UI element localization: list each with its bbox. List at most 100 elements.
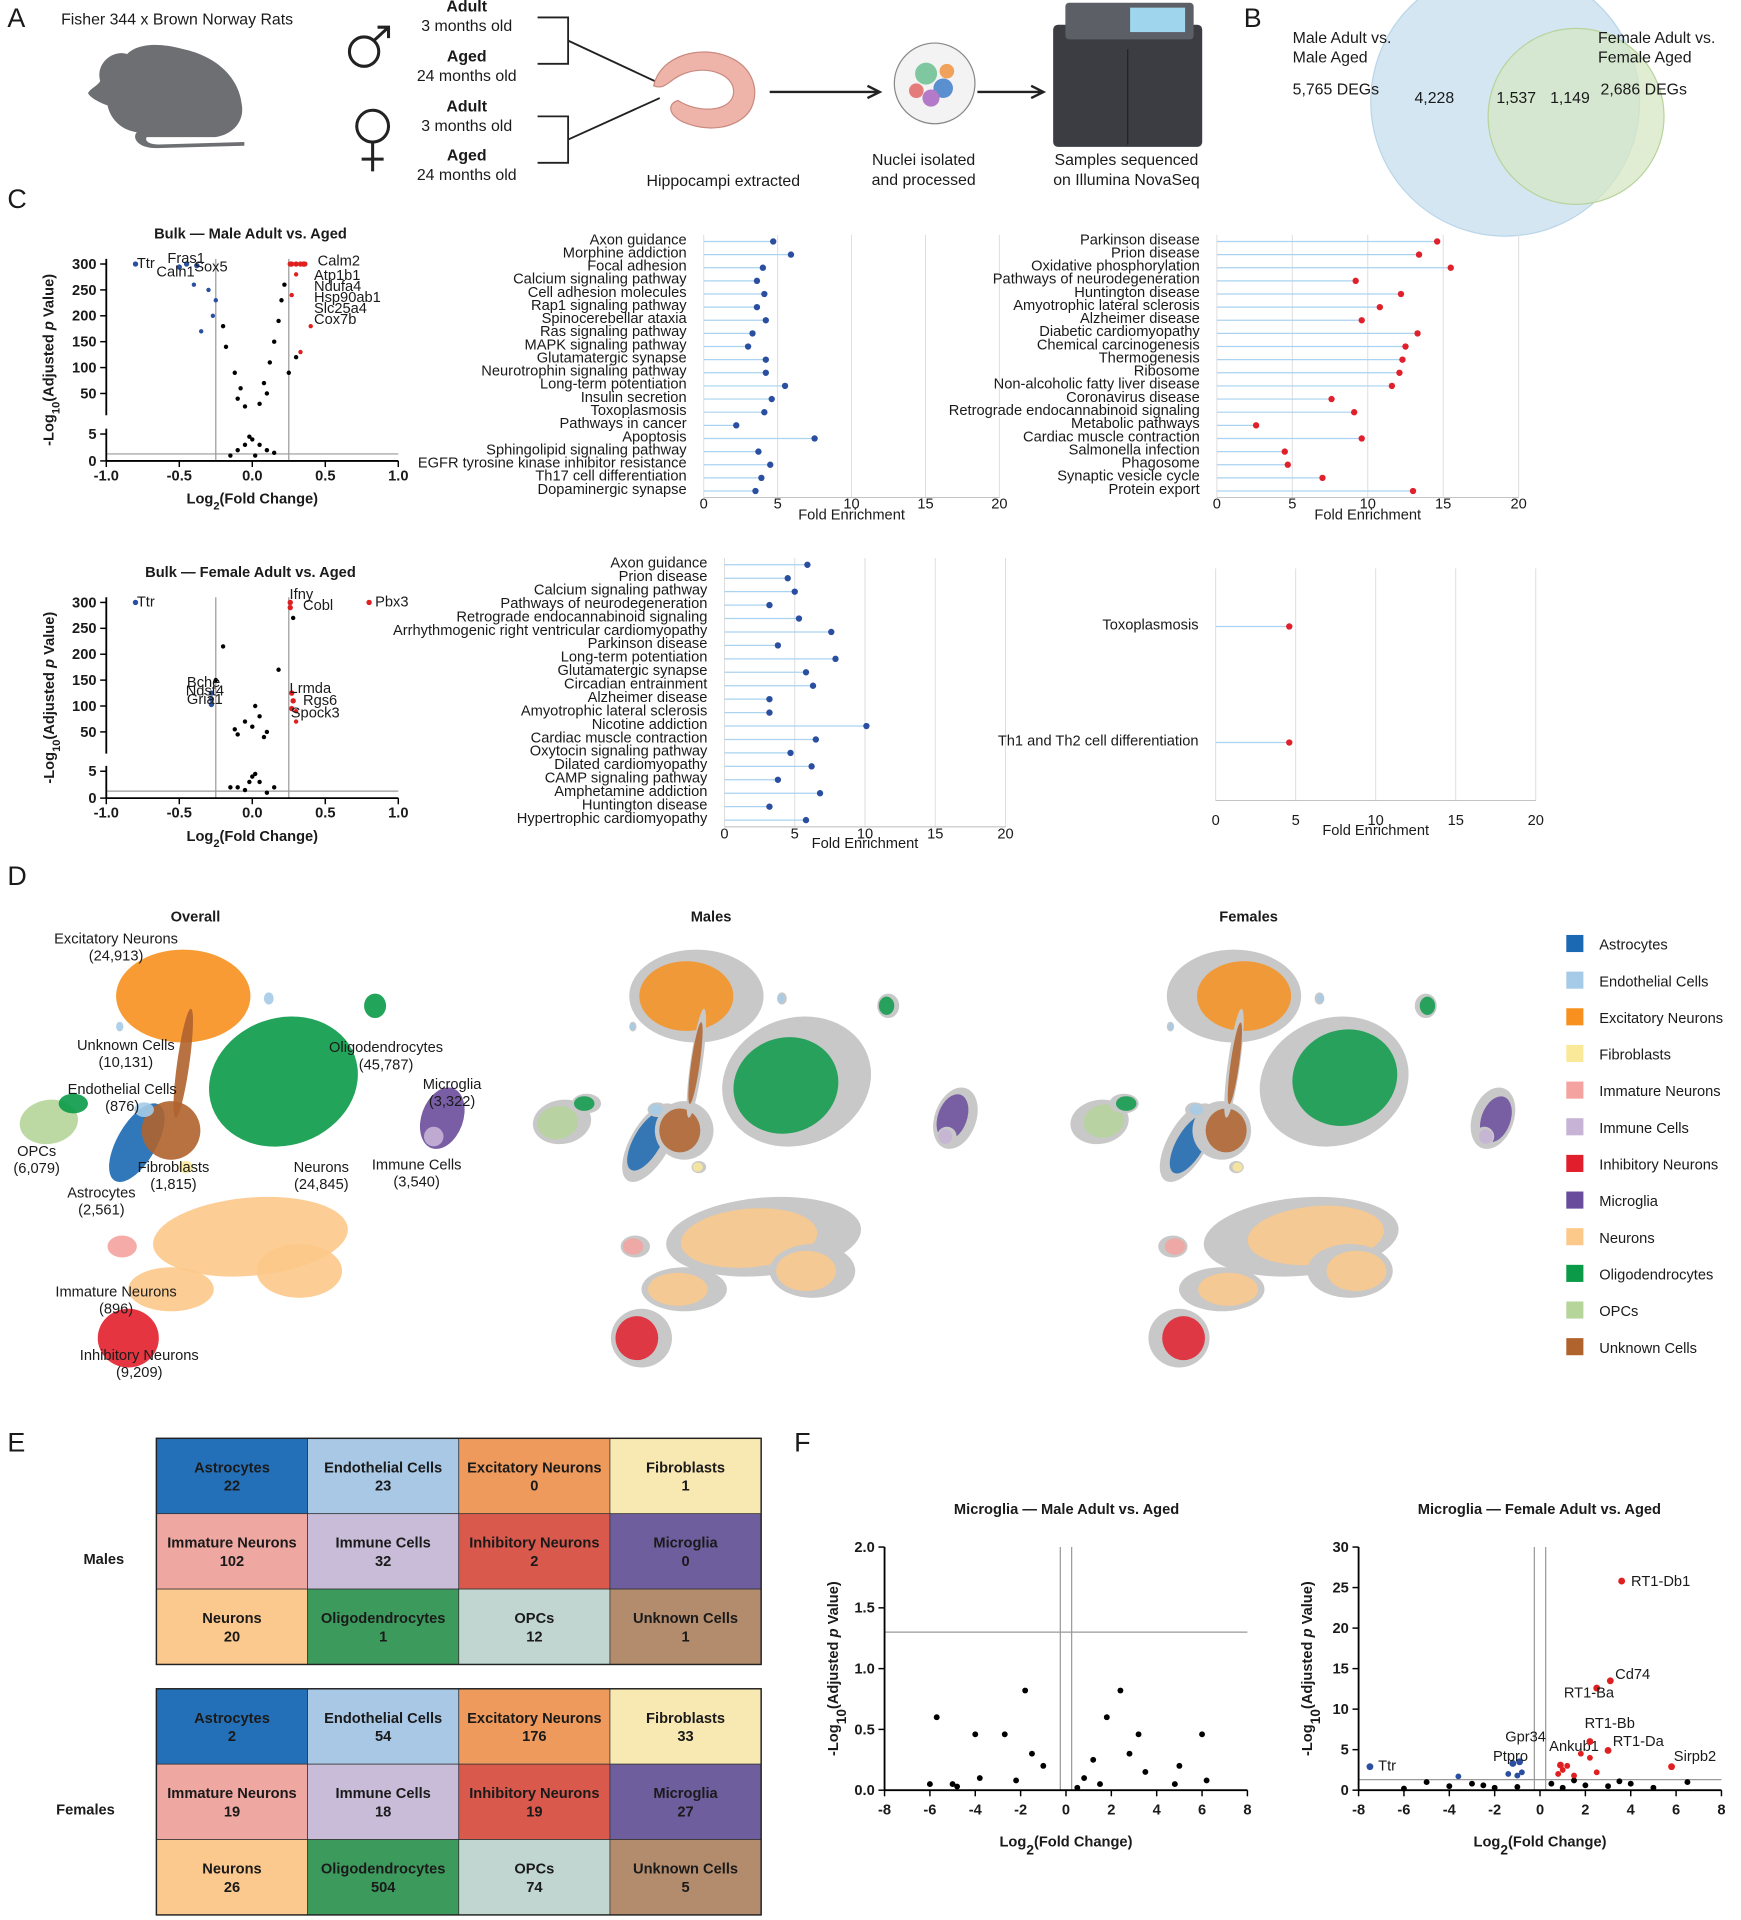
cell-name: Oligodendrocytes — [321, 1862, 446, 1878]
y-tick-label: 250 — [72, 621, 96, 637]
annotated-point — [208, 696, 215, 702]
lollipop-dot — [762, 317, 769, 324]
data-point — [1491, 1784, 1498, 1791]
male-symbol — [347, 35, 381, 68]
category-label: Protein export — [1109, 482, 1200, 498]
group-label: Females — [56, 1803, 115, 1819]
axis-title-part: (Fold Change) — [1508, 1834, 1607, 1850]
cell-count: 20 — [224, 1629, 240, 1645]
bracket — [537, 16, 661, 164]
legend-swatch — [1566, 1154, 1584, 1172]
x-tick-label: -6 — [923, 1803, 936, 1819]
lollipop-dot — [781, 382, 789, 390]
lollipop-dot — [752, 487, 759, 495]
venn-set-total: 5,765 DEGs — [1293, 81, 1380, 98]
data-point — [250, 774, 255, 779]
cluster-count: (10,131) — [99, 1055, 154, 1071]
category-label: Calcium signaling pathway — [513, 272, 687, 288]
cluster-count: (24,913) — [89, 949, 144, 965]
category-label: Retrograde endocannabinoid signaling — [949, 403, 1200, 419]
category-label: Toxoplasmosis — [1102, 617, 1198, 633]
venn-set-label: Male Aged — [1293, 50, 1368, 67]
legend-label: Unknown Cells — [1599, 1341, 1697, 1357]
lollipop-dot — [755, 448, 762, 455]
data-point — [1040, 1762, 1047, 1769]
y-tick-label: 100 — [72, 699, 96, 715]
count-cell — [609, 1839, 762, 1916]
legend-label: Inhibitory Neurons — [1599, 1158, 1718, 1174]
group-title: Aged — [447, 48, 487, 65]
count-cell — [458, 1763, 611, 1840]
x-tick-label: 5 — [1292, 813, 1300, 829]
data-point — [1684, 1779, 1691, 1786]
axis-title-part: (Fold Change) — [220, 492, 319, 508]
gene-label: Ptpro — [1493, 1749, 1528, 1765]
count-cell — [307, 1513, 460, 1590]
cluster-blob — [1115, 1096, 1137, 1111]
lollipop-dot — [1286, 739, 1293, 746]
cluster-blob — [878, 996, 895, 1015]
annotated-point — [1509, 1760, 1517, 1767]
data-point — [308, 323, 313, 329]
axis-title-part: p — [1300, 1628, 1316, 1638]
cell-count: 1 — [681, 1479, 689, 1495]
strain-label: Fisher 344 x Brown Norway Rats — [61, 12, 293, 29]
cluster-blob — [107, 1235, 137, 1258]
cell-name: Microglia — [653, 1786, 718, 1802]
gene-label: RT1-Ba — [1564, 1685, 1615, 1701]
nuclei-dot — [908, 83, 924, 99]
category-label: Ras signaling pathway — [540, 324, 687, 340]
cluster-blob — [573, 1096, 595, 1111]
gene-label: Ifny — [290, 587, 314, 603]
data-point — [1446, 1783, 1453, 1790]
step-label: Nuclei isolated — [872, 152, 975, 169]
data-point — [247, 434, 252, 439]
axis-title-part: 10 — [51, 402, 63, 414]
cell-name: Excitatory Neurons — [467, 1711, 601, 1727]
lollipop-dot — [1447, 264, 1454, 271]
group-age: 24 months old — [417, 68, 517, 85]
data-point — [1097, 1781, 1103, 1788]
y-tick-label: 20 — [1333, 1621, 1349, 1637]
gene-label: RT1-Da — [1613, 1734, 1665, 1750]
cell-count: 102 — [220, 1554, 244, 1570]
axis-title-part: -Log — [42, 414, 58, 446]
lollipop-dot — [770, 238, 777, 245]
annotated-point — [1668, 1763, 1675, 1771]
cell-name: Astrocytes — [194, 1711, 270, 1727]
data-point — [235, 785, 240, 790]
count-cell — [156, 1513, 308, 1590]
axis-title-part: Log — [187, 492, 214, 508]
data-point — [232, 370, 237, 375]
cell-name: Microglia — [653, 1536, 718, 1552]
nuclei-dot — [922, 89, 940, 107]
lollipop-dot — [1286, 623, 1293, 630]
category-label: Toxoplasmosis — [591, 403, 687, 419]
lollipop-dot — [766, 695, 773, 703]
data-point — [279, 298, 284, 303]
data-point — [933, 1714, 940, 1721]
nuclei-dot — [939, 63, 955, 79]
gene-label: Lrmda — [290, 681, 332, 697]
category-label: Axon guidance — [590, 232, 687, 248]
data-point — [235, 396, 240, 401]
lollipop-dot — [1352, 277, 1359, 285]
annotated-point — [302, 261, 308, 267]
nuclei-dot — [915, 62, 938, 85]
x-tick-label: 8 — [1717, 1803, 1725, 1819]
lollipop-dot — [768, 395, 775, 403]
gene-label: Ndufa4 — [314, 279, 361, 295]
y-tick-label: 150 — [72, 673, 96, 689]
gene-label: Ttr — [137, 256, 155, 272]
category-label: Th1 and Th2 cell differentiation — [998, 733, 1199, 749]
axis-title-part: Value) — [42, 274, 58, 321]
cluster-blob — [1197, 961, 1292, 1031]
cluster-count: (9,209) — [116, 1365, 162, 1381]
y-tick-label: 150 — [72, 335, 96, 351]
y-tick-label: 0.5 — [854, 1722, 874, 1738]
cluster-blob — [1479, 1129, 1493, 1144]
data-point — [210, 313, 216, 318]
axis-title-part: -Log — [1300, 1724, 1316, 1756]
cell-name: Inhibitory Neurons — [469, 1786, 599, 1802]
annotated-point — [1618, 1577, 1626, 1585]
